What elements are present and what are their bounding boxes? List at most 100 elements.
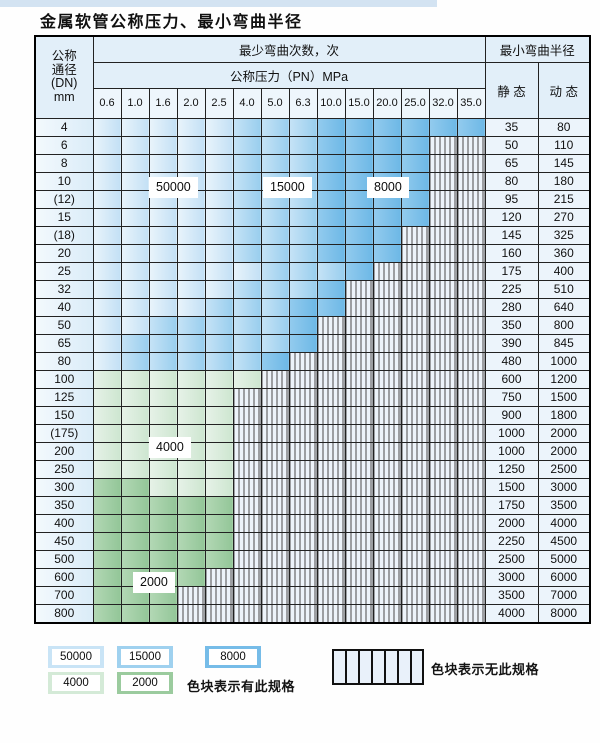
spec-cell-15000 — [176, 315, 206, 335]
static-radius-cell: 160 — [484, 243, 539, 263]
no-spec-cell — [232, 513, 262, 533]
spec-cell-50000 — [120, 207, 150, 227]
spec-cell-50000 — [204, 243, 234, 263]
no-spec-cell — [316, 477, 346, 497]
spec-cell-50000 — [92, 297, 122, 317]
no-spec-cell — [232, 423, 262, 443]
table-row: 20 160 360 — [34, 243, 591, 263]
static-radius-cell: 65 — [484, 153, 539, 173]
spec-cell-8000 — [344, 135, 374, 155]
no-spec-cell — [400, 441, 430, 461]
spec-cell-2000 — [148, 603, 178, 623]
spec-cell-8000 — [316, 189, 346, 209]
no-spec-cell — [456, 153, 486, 173]
no-spec-cell — [372, 279, 402, 299]
no-spec-cell — [456, 549, 486, 569]
spec-cell-15000 — [148, 351, 178, 371]
spec-cell-2000 — [176, 549, 206, 569]
spec-cell-15000 — [232, 153, 262, 173]
no-spec-cell — [428, 207, 458, 227]
spec-cell-2000 — [120, 495, 150, 515]
no-spec-cell — [344, 603, 374, 623]
spec-cell-50000 — [120, 117, 150, 137]
table-row: 50 350 800 — [34, 315, 591, 335]
no-spec-cell — [316, 531, 346, 551]
no-spec-cell — [288, 459, 318, 479]
spec-cell-50000 — [120, 225, 150, 245]
spec-cell-4000 — [148, 369, 178, 389]
no-spec-cell — [400, 333, 430, 353]
no-spec-cell — [372, 477, 402, 497]
region-label-8000: 8000 — [367, 177, 409, 198]
no-spec-cell — [428, 279, 458, 299]
dn-cell: (12) — [34, 189, 94, 209]
static-radius-cell: 1500 — [484, 477, 539, 497]
no-spec-cell — [372, 441, 402, 461]
no-spec-cell — [344, 477, 374, 497]
spec-cell-50000 — [176, 261, 206, 281]
no-spec-cell — [288, 351, 318, 371]
spec-cell-50000 — [92, 315, 122, 335]
spec-cell-4000 — [148, 387, 178, 407]
no-spec-cell — [428, 531, 458, 551]
spec-cell-15000 — [232, 171, 262, 191]
legend-swatch-label: 8000 — [209, 649, 257, 665]
table-row: 65 390 845 — [34, 333, 591, 353]
pn-column-header: 4.0 — [232, 87, 262, 119]
no-spec-cell — [344, 459, 374, 479]
spec-cell-2000 — [176, 567, 206, 587]
legend-swatch-4000: 4000 — [48, 672, 104, 694]
no-spec-cell — [428, 459, 458, 479]
static-radius-cell: 225 — [484, 279, 539, 299]
spec-cell-15000 — [232, 225, 262, 245]
spec-cell-4000 — [176, 459, 206, 479]
spec-cell-8000 — [316, 153, 346, 173]
spec-cell-15000 — [232, 351, 262, 371]
table-row: 450 2250 4500 — [34, 531, 591, 551]
spec-cell-15000 — [232, 333, 262, 353]
no-spec-cell — [260, 603, 290, 623]
no-spec-cell — [428, 549, 458, 569]
no-spec-cell — [372, 423, 402, 443]
dynamic-radius-cell: 1000 — [537, 351, 591, 371]
table-row: (18) 145 325 — [34, 225, 591, 245]
spec-cell-8000 — [456, 117, 486, 137]
page-title: 金属软管公称压力、最小弯曲半径 — [40, 12, 303, 31]
spec-cell-50000 — [120, 279, 150, 299]
static-radius-cell: 1250 — [484, 459, 539, 479]
spec-cell-50000 — [120, 189, 150, 209]
spec-cell-8000 — [288, 297, 318, 317]
pn-column-header: 0.6 — [92, 87, 122, 119]
no-spec-cell — [400, 567, 430, 587]
spec-cell-15000 — [120, 351, 150, 371]
static-header: 静 态 — [484, 61, 539, 119]
no-spec-cell — [372, 513, 402, 533]
spec-cell-2000 — [204, 495, 234, 515]
dynamic-radius-cell: 2000 — [537, 441, 591, 461]
spec-cell-4000 — [176, 405, 206, 425]
spec-cell-15000 — [288, 279, 318, 299]
dynamic-radius-cell: 510 — [537, 279, 591, 299]
spec-cell-2000 — [120, 531, 150, 551]
no-spec-cell — [428, 423, 458, 443]
dn-cell: (18) — [34, 225, 94, 245]
dynamic-radius-cell: 2500 — [537, 459, 591, 479]
no-spec-cell — [288, 369, 318, 389]
spec-cell-8000 — [344, 153, 374, 173]
no-spec-cell — [428, 171, 458, 191]
spec-cell-15000 — [204, 297, 234, 317]
spec-cell-4000 — [204, 459, 234, 479]
spec-cell-4000 — [148, 477, 178, 497]
no-spec-cell — [400, 351, 430, 371]
pn-column-header: 1.0 — [120, 87, 150, 119]
spec-cell-2000 — [176, 513, 206, 533]
table-row: 800 4000 8000 — [34, 603, 591, 623]
static-radius-cell: 3500 — [484, 585, 539, 605]
spec-cell-4000 — [92, 387, 122, 407]
no-spec-cell — [260, 567, 290, 587]
static-radius-cell: 2500 — [484, 549, 539, 569]
spec-cell-2000 — [120, 549, 150, 569]
no-spec-cell — [400, 585, 430, 605]
no-spec-cell — [344, 423, 374, 443]
dynamic-radius-cell: 5000 — [537, 549, 591, 569]
